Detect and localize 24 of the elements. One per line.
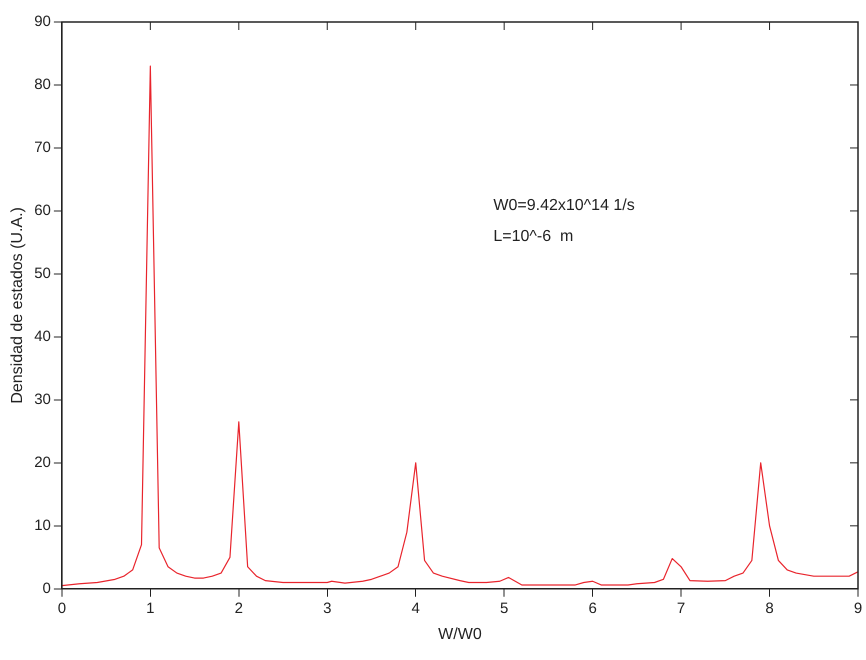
y-tick-label: 60 <box>34 202 51 220</box>
x-tick-label: 7 <box>676 600 686 617</box>
x-tick-label: 9 <box>854 600 862 617</box>
x-tick-label: 1 <box>146 600 155 617</box>
x-tick-label: 6 <box>588 600 597 617</box>
x-tick-label: 3 <box>323 600 332 617</box>
y-tick-label: 40 <box>34 328 51 346</box>
x-tick-label: 8 <box>765 600 774 617</box>
x-tick-label: 4 <box>412 600 420 617</box>
y-tick-label: 30 <box>34 391 51 408</box>
y-tick-label: 70 <box>34 139 51 156</box>
y-axis-title: Densidad de estados (U.A.) <box>9 207 26 404</box>
x-tick-label: 0 <box>58 600 66 617</box>
x-axis-title: W/W0 <box>438 626 482 643</box>
y-tick-label: 50 <box>34 265 51 282</box>
y-tick-label: 0 <box>42 580 51 597</box>
x-tick-label: 5 <box>500 600 508 617</box>
y-tick-label: 80 <box>34 76 51 94</box>
x-tick-label: 2 <box>234 600 243 617</box>
annotation: W0=9.42x10^14 1/s <box>493 197 635 214</box>
y-tick-label: 90 <box>34 13 51 30</box>
y-tick-label: 20 <box>34 454 51 471</box>
y-tick-label: 10 <box>34 516 51 534</box>
annotation: L=10^-6 m <box>493 228 574 246</box>
